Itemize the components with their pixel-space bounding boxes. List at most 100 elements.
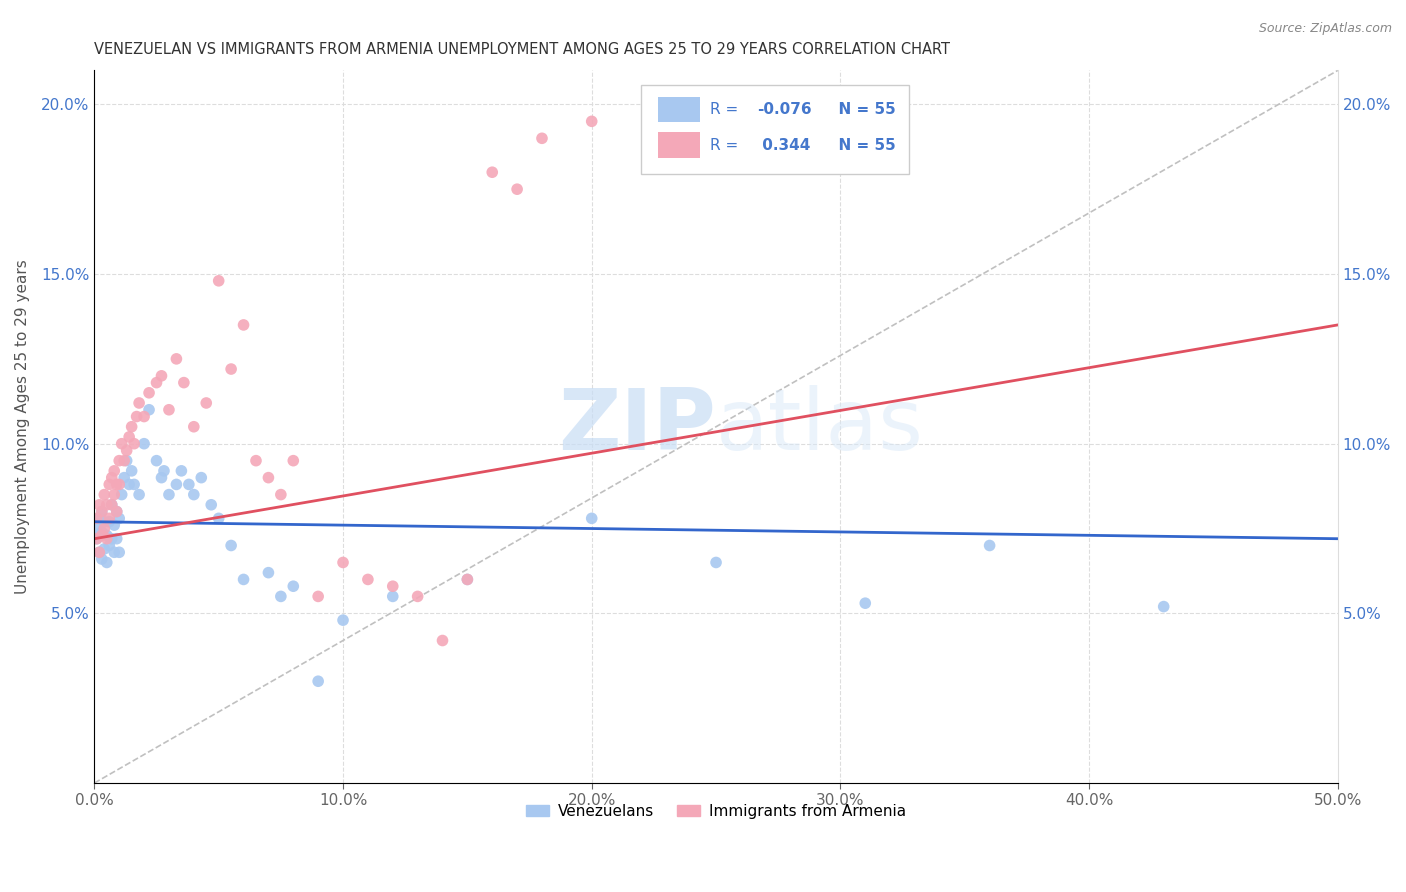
Point [103, 487, 125, 501]
Point [103, 518, 125, 533]
Point [96, 556, 118, 570]
Point [506, 182, 529, 196]
Point [257, 566, 280, 580]
Point [170, 464, 193, 478]
Point [456, 573, 478, 587]
Point [307, 590, 329, 604]
Point [86, 511, 108, 525]
Point [89, 545, 111, 559]
Point [93, 522, 115, 536]
Point [270, 590, 292, 604]
Text: Source: ZipAtlas.com: Source: ZipAtlas.com [1258, 22, 1392, 36]
Point [145, 376, 167, 390]
Point [177, 477, 200, 491]
Point [105, 505, 128, 519]
Text: R =: R = [710, 102, 742, 117]
Text: 0.344: 0.344 [756, 137, 810, 153]
Point [257, 470, 280, 484]
Y-axis label: Unemployment Among Ages 25 to 29 years: Unemployment Among Ages 25 to 29 years [15, 260, 30, 594]
Point [100, 470, 122, 484]
Point [245, 453, 267, 467]
Point [432, 633, 454, 648]
Point [90, 528, 112, 542]
Point [150, 368, 173, 383]
Text: N = 55: N = 55 [828, 102, 896, 117]
Point [90, 505, 112, 519]
Point [381, 579, 404, 593]
Point [108, 511, 131, 525]
Point [1153, 599, 1175, 614]
Point [98, 511, 121, 525]
Point [93, 541, 115, 556]
Point [581, 511, 603, 525]
Text: atlas: atlas [716, 385, 924, 468]
Point [232, 318, 254, 332]
Text: R =: R = [710, 137, 742, 153]
Point [138, 385, 160, 400]
Point [108, 545, 131, 559]
Point [381, 590, 404, 604]
Point [307, 674, 329, 689]
Point [332, 613, 354, 627]
Point [96, 498, 118, 512]
Point [86, 522, 108, 536]
Point [128, 396, 150, 410]
Point [121, 464, 143, 478]
Point [122, 436, 145, 450]
Point [481, 165, 503, 179]
Point [98, 539, 121, 553]
Point [200, 498, 222, 512]
Point [118, 430, 141, 444]
Point [100, 498, 122, 512]
Point [89, 545, 111, 559]
Point [118, 477, 141, 491]
Point [125, 409, 148, 424]
Point [100, 532, 122, 546]
Point [105, 477, 128, 491]
Point [283, 579, 305, 593]
Point [86, 532, 108, 546]
Point [105, 532, 128, 546]
Point [165, 477, 187, 491]
Point [219, 362, 242, 376]
Point [89, 511, 111, 525]
Point [153, 464, 176, 478]
Point [406, 590, 429, 604]
Point [105, 505, 128, 519]
Point [93, 487, 115, 501]
Point [195, 396, 218, 410]
Text: N = 55: N = 55 [828, 137, 896, 153]
Point [100, 498, 122, 512]
Point [190, 470, 212, 484]
Point [138, 402, 160, 417]
Point [219, 539, 242, 553]
Point [93, 515, 115, 529]
Point [183, 419, 205, 434]
Point [108, 453, 131, 467]
Point [86, 532, 108, 546]
Text: -0.076: -0.076 [756, 102, 811, 117]
Point [332, 556, 354, 570]
Point [150, 470, 173, 484]
Point [122, 477, 145, 491]
Point [157, 402, 180, 417]
Point [121, 419, 143, 434]
Point [157, 487, 180, 501]
Legend: Venezuelans, Immigrants from Armenia: Venezuelans, Immigrants from Armenia [520, 798, 912, 825]
Point [128, 487, 150, 501]
Point [132, 436, 155, 450]
Point [108, 477, 131, 491]
Point [357, 573, 380, 587]
Point [208, 511, 231, 525]
Point [103, 464, 125, 478]
Point [98, 515, 121, 529]
Point [456, 573, 478, 587]
Point [112, 470, 135, 484]
Point [89, 498, 111, 512]
FancyBboxPatch shape [641, 85, 908, 174]
Point [208, 274, 231, 288]
Text: VENEZUELAN VS IMMIGRANTS FROM ARMENIA UNEMPLOYMENT AMONG AGES 25 TO 29 YEARS COR: VENEZUELAN VS IMMIGRANTS FROM ARMENIA UN… [94, 42, 950, 57]
Point [145, 453, 167, 467]
Point [98, 477, 121, 491]
Point [232, 573, 254, 587]
